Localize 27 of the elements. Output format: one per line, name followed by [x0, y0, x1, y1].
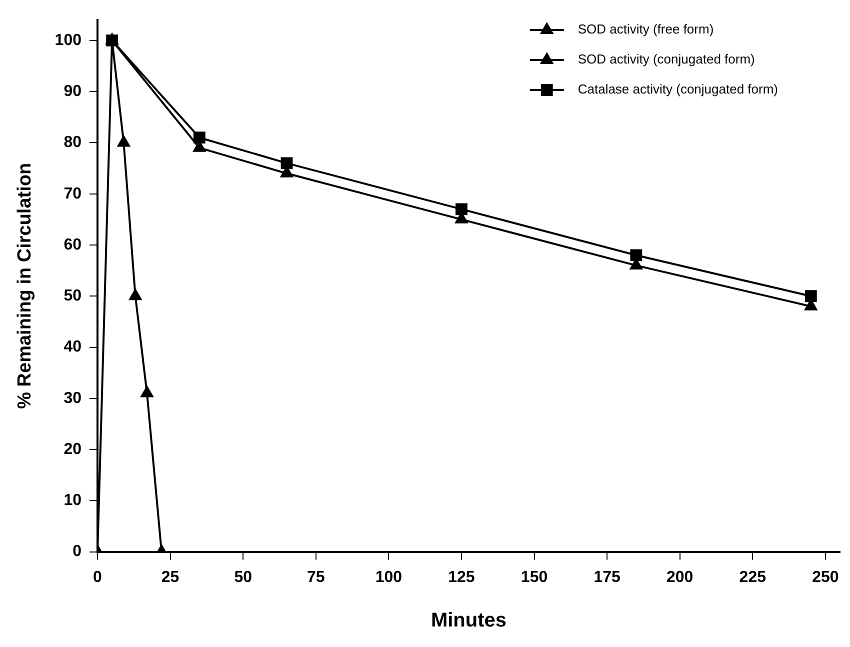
x-tick-label: 200 [666, 568, 694, 586]
x-tick-label: 75 [306, 568, 325, 586]
x-tick-label: 175 [594, 568, 621, 586]
legend-label: SOD activity (free form) [578, 22, 714, 37]
legend-label: Catalase activity (conjugated form) [578, 82, 778, 97]
x-tick-label: 125 [448, 568, 475, 586]
legend-label: SOD activity (conjugated form) [578, 52, 755, 67]
y-tick-label: 50 [64, 288, 82, 305]
x-tick-label: 50 [234, 568, 252, 586]
y-tick-label: 70 [64, 185, 82, 202]
y-tick-label: 80 [64, 134, 82, 152]
y-axis-title: % Remaining in Circulation [14, 162, 36, 409]
y-tick-label: 100 [54, 32, 82, 49]
x-tick-label: 225 [739, 568, 766, 586]
y-tick-label: 20 [64, 440, 82, 458]
y-tick-label: 40 [64, 338, 82, 356]
y-tick-label: 10 [64, 492, 82, 510]
y-tick-label: 30 [64, 390, 82, 407]
y-tick-label: 90 [64, 82, 82, 100]
x-tick-label: 250 [812, 568, 839, 586]
x-tick-label: 0 [93, 568, 102, 586]
x-tick-label: 100 [375, 568, 402, 586]
y-tick-label: 60 [64, 236, 82, 254]
x-tick-label: 25 [161, 568, 180, 586]
x-tick-label: 150 [520, 568, 548, 586]
y-tick-label: 0 [72, 543, 82, 560]
x-axis-title: Minutes [430, 610, 507, 632]
